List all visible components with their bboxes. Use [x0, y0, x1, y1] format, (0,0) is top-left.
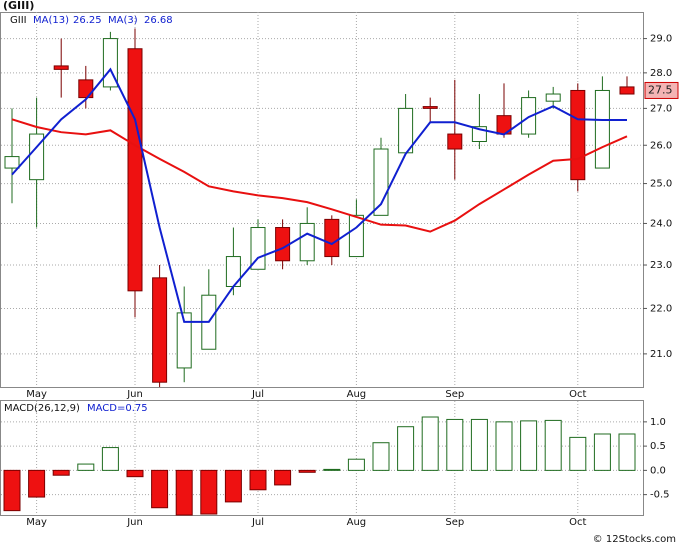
macd-bar — [421, 416, 439, 471]
macd-bar — [224, 469, 242, 503]
legend-ticker: GIII — [10, 15, 27, 26]
macd-bar — [126, 469, 144, 478]
macd-bar — [274, 469, 292, 486]
macd-bar — [101, 447, 119, 471]
candle-body — [594, 89, 610, 169]
x-tick-label: May — [26, 517, 47, 528]
candle-body — [127, 48, 143, 292]
macd-bar — [446, 418, 464, 471]
x-tick-label: Sep — [445, 389, 464, 400]
y-tick-label: 26.0 — [650, 140, 672, 151]
macd-bar — [200, 469, 218, 515]
y-tick-label: 25.0 — [650, 179, 672, 190]
candle-body — [78, 79, 94, 99]
y-tick-label: 29.0 — [650, 34, 672, 45]
candle-body — [152, 277, 168, 383]
candle-body — [324, 218, 340, 258]
candle-body — [422, 106, 438, 109]
candle-body — [570, 89, 586, 181]
x-tick-label: Sep — [445, 517, 464, 528]
y-tick-label: 23.0 — [650, 260, 672, 271]
macd-bar — [569, 436, 587, 471]
macd-bar — [3, 469, 21, 512]
legend-ma13: MA(13) — [33, 15, 69, 26]
macd-bar — [151, 469, 169, 509]
footer: © 12Stocks.com — [593, 534, 676, 545]
ma-line — [11, 118, 628, 233]
y-tick-label: 27.0 — [650, 103, 672, 114]
last-price-box — [644, 81, 679, 99]
x-tick-label: Jul — [251, 389, 264, 400]
chart-title: (GIII) — [3, 0, 34, 12]
x-tick-label: Jul — [251, 517, 264, 528]
y-tick-label: 21.0 — [650, 349, 672, 360]
macd-bar — [495, 421, 513, 471]
macd-bar — [323, 468, 341, 471]
y-tick-label: 22.0 — [650, 303, 672, 314]
macd-bar — [298, 469, 316, 473]
candle-body — [176, 312, 192, 369]
x-tick-label: Jun — [126, 389, 143, 400]
y-tick-label: -0.5 — [650, 490, 670, 501]
x-tick-label: Aug — [347, 389, 367, 400]
macd-bar — [372, 442, 390, 471]
macd-bar — [520, 420, 538, 471]
macd-current: MACD=0.75 — [87, 403, 148, 414]
candle-body — [299, 222, 315, 262]
macd-bar — [249, 469, 267, 491]
legend-ma3: MA(3) — [108, 15, 138, 26]
y-tick-label: 0.5 — [650, 441, 666, 452]
candle-body — [545, 93, 561, 102]
last-price-label: 27.5 — [648, 83, 673, 96]
y-tick-label: 28.0 — [650, 68, 672, 79]
macd-bar — [175, 469, 193, 516]
macd-bar — [593, 433, 611, 471]
price-panel — [0, 12, 644, 388]
macd-bar — [347, 458, 365, 471]
candle-body — [521, 97, 537, 135]
macd-bar — [618, 433, 636, 471]
macd-bar — [470, 418, 488, 471]
y-tick-label: 0.0 — [650, 465, 666, 476]
y-tick-label: 24.0 — [650, 218, 672, 229]
x-tick-label: Oct — [569, 389, 586, 400]
y-tick-label: 1.0 — [650, 417, 666, 428]
candle-body — [348, 214, 364, 258]
legend-ma3-value: 26.68 — [144, 15, 173, 26]
x-tick-label: May — [26, 389, 47, 400]
candle-body — [29, 133, 45, 181]
macd-bar — [397, 426, 415, 471]
candle-body — [619, 86, 635, 95]
candle-body — [53, 65, 69, 70]
macd-bar — [28, 469, 46, 498]
candle-body — [250, 227, 266, 270]
macd-bar — [544, 419, 562, 471]
x-tick-label: Aug — [347, 517, 367, 528]
legend-ma13-value: 26.25 — [73, 15, 102, 26]
candle-body — [447, 133, 463, 150]
x-tick-label: Jun — [126, 517, 143, 528]
ma-line — [11, 67, 627, 323]
macd-title: MACD(26,12,9) — [4, 403, 80, 414]
macd-bar — [77, 463, 95, 471]
x-tick-label: Oct — [569, 517, 586, 528]
candle-body — [4, 156, 20, 169]
macd-bar — [52, 469, 70, 476]
